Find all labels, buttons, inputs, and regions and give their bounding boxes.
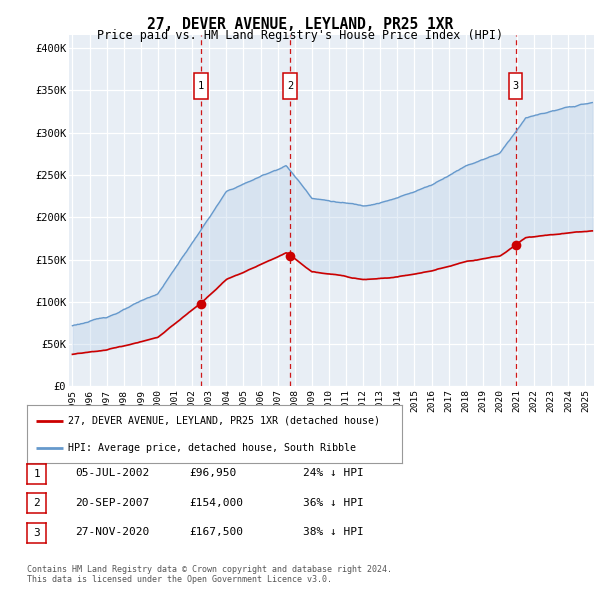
Text: 27, DEVER AVENUE, LEYLAND, PR25 1XR (detached house): 27, DEVER AVENUE, LEYLAND, PR25 1XR (det… — [68, 416, 380, 426]
FancyBboxPatch shape — [509, 74, 523, 99]
Text: 2: 2 — [287, 81, 293, 91]
FancyBboxPatch shape — [194, 74, 208, 99]
Text: Price paid vs. HM Land Registry's House Price Index (HPI): Price paid vs. HM Land Registry's House … — [97, 30, 503, 42]
Text: 2: 2 — [33, 499, 40, 508]
Text: 05-JUL-2002: 05-JUL-2002 — [75, 468, 149, 478]
Text: 1: 1 — [33, 469, 40, 478]
Text: This data is licensed under the Open Government Licence v3.0.: This data is licensed under the Open Gov… — [27, 575, 332, 584]
Text: 36% ↓ HPI: 36% ↓ HPI — [303, 498, 364, 507]
Text: Contains HM Land Registry data © Crown copyright and database right 2024.: Contains HM Land Registry data © Crown c… — [27, 565, 392, 574]
FancyBboxPatch shape — [283, 74, 297, 99]
Text: HPI: Average price, detached house, South Ribble: HPI: Average price, detached house, Sout… — [68, 442, 356, 453]
Text: 24% ↓ HPI: 24% ↓ HPI — [303, 468, 364, 478]
Text: £96,950: £96,950 — [189, 468, 236, 478]
Text: 38% ↓ HPI: 38% ↓ HPI — [303, 527, 364, 537]
Text: 27, DEVER AVENUE, LEYLAND, PR25 1XR: 27, DEVER AVENUE, LEYLAND, PR25 1XR — [147, 17, 453, 31]
Text: 3: 3 — [512, 81, 518, 91]
Text: 3: 3 — [33, 528, 40, 537]
Text: 27-NOV-2020: 27-NOV-2020 — [75, 527, 149, 537]
Text: £167,500: £167,500 — [189, 527, 243, 537]
Text: 1: 1 — [198, 81, 204, 91]
Text: 20-SEP-2007: 20-SEP-2007 — [75, 498, 149, 507]
Text: £154,000: £154,000 — [189, 498, 243, 507]
